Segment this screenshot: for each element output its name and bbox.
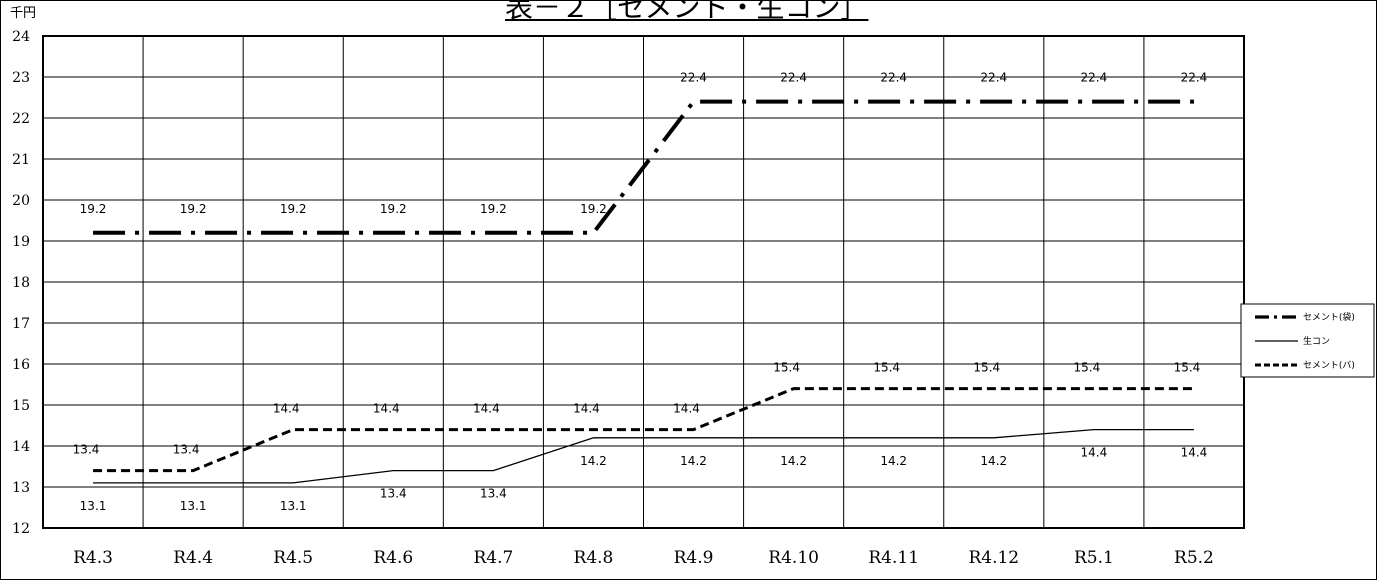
data-label: 15.4: [1074, 361, 1101, 375]
data-label: 15.4: [1174, 361, 1201, 375]
data-label: 13.4: [173, 443, 200, 457]
data-label: 13.1: [180, 499, 207, 513]
x-tick-label: R4.9: [674, 548, 714, 568]
data-label: 22.4: [980, 71, 1007, 85]
x-tick-label: R4.5: [273, 548, 313, 568]
data-label: 14.4: [273, 402, 300, 416]
y-tick-label: 23: [12, 70, 30, 86]
data-label: 14.4: [1181, 446, 1208, 460]
series-line-1: [93, 428, 1194, 484]
y-tick-label: 15: [12, 398, 30, 414]
y-tick-label: 17: [12, 316, 30, 332]
y-tick-label: 18: [12, 275, 30, 291]
data-label: 13.4: [480, 487, 507, 501]
data-label: 19.2: [280, 202, 307, 216]
x-tick-label: R4.3: [73, 548, 113, 568]
y-tick-label: 20: [12, 193, 30, 209]
y-tick-label: 21: [12, 152, 30, 168]
data-label: 14.4: [473, 402, 500, 416]
x-tick-label: R4.4: [173, 548, 213, 568]
data-label: 14.4: [573, 402, 600, 416]
x-tick-label: R4.12: [968, 548, 1019, 568]
data-label: 13.1: [280, 499, 307, 513]
y-tick-label: 24: [12, 29, 30, 45]
data-label: 19.2: [480, 202, 507, 216]
data-label: 14.4: [673, 402, 700, 416]
x-tick-label: R4.7: [473, 548, 513, 568]
data-label: 14.2: [680, 454, 707, 468]
data-label: 14.2: [980, 454, 1007, 468]
data-label: 15.4: [973, 361, 1000, 375]
plot-area: [42, 35, 1245, 529]
x-tick-label: R4.10: [768, 548, 819, 568]
x-tick-label: R4.8: [574, 548, 614, 568]
data-label: 13.1: [80, 499, 107, 513]
x-tick-label: R5.2: [1174, 548, 1214, 568]
legend-label-2: セメント(バ): [1303, 360, 1355, 371]
data-label: 13.4: [73, 443, 100, 457]
data-label: 13.4: [380, 487, 407, 501]
data-label: 22.4: [1181, 71, 1208, 85]
data-label: 14.4: [373, 402, 400, 416]
data-label: 22.4: [680, 71, 707, 85]
legend-label-0: セメント(袋): [1303, 311, 1355, 323]
data-label: 19.2: [380, 202, 407, 216]
legend-label-1: 生コン: [1303, 335, 1330, 347]
data-label: 19.2: [80, 202, 107, 216]
data-label: 15.4: [773, 361, 800, 375]
series-line-0: [93, 99, 1194, 235]
y-tick-label: 13: [12, 480, 30, 496]
y-tick-label: 19: [12, 234, 30, 250]
data-label: 19.2: [180, 202, 207, 216]
series-line-2: [93, 387, 1194, 473]
y-tick-label: 12: [12, 521, 30, 537]
chart-title: 表－２［セメント・生コン］: [505, 0, 869, 24]
data-label: 14.4: [1081, 446, 1108, 460]
y-tick-label: 16: [12, 357, 30, 373]
x-tick-label: R4.6: [373, 548, 413, 568]
data-label: 15.4: [873, 361, 900, 375]
y-tick-label: 22: [12, 111, 30, 127]
data-label: 14.2: [880, 454, 907, 468]
y-unit-label: 千円: [10, 6, 37, 21]
data-label: 22.4: [1081, 71, 1108, 85]
data-label: 14.2: [580, 454, 607, 468]
data-label: 14.2: [780, 454, 807, 468]
y-tick-label: 14: [12, 439, 30, 455]
data-label: 22.4: [780, 71, 807, 85]
x-tick-label: R4.11: [868, 548, 919, 568]
x-tick-label: R5.1: [1074, 548, 1114, 568]
data-label: 19.2: [580, 202, 607, 216]
data-label: 22.4: [880, 71, 907, 85]
